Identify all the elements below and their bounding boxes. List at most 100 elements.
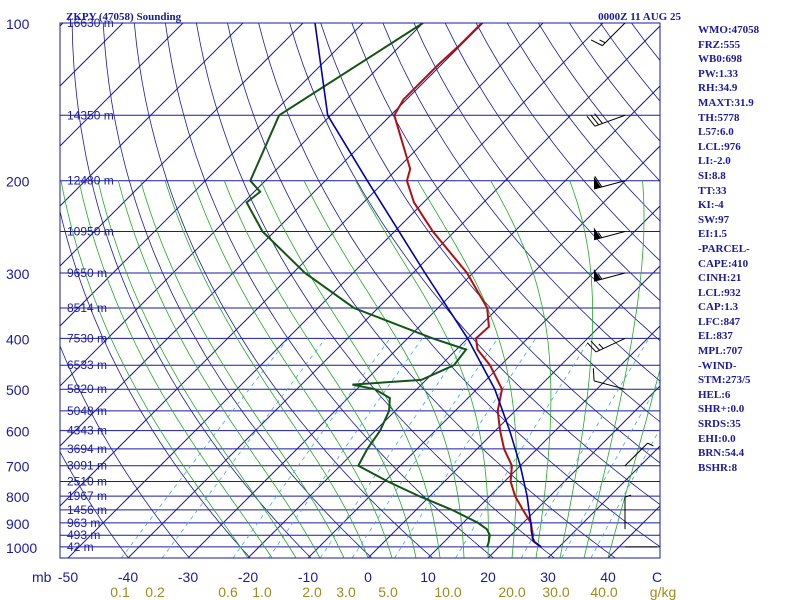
mixing-ratio-line — [455, 338, 591, 558]
moist-adiabat — [607, 368, 660, 558]
temperature-tick-label: -50 — [58, 569, 78, 585]
height-label: 42 m — [67, 540, 94, 554]
index-line: -WIND- — [698, 359, 737, 372]
wind-barb — [592, 368, 626, 390]
isotherm-line — [60, 23, 64, 27]
mixing-ratio-tick-label: 5.0 — [378, 584, 398, 600]
pressure-tick-label: 300 — [6, 266, 30, 282]
isotherm-line — [487, 385, 660, 558]
index-line: L57:6.0 — [698, 126, 734, 139]
mixing-ratio-line — [520, 338, 650, 558]
index-line: SW:97 — [698, 213, 730, 226]
mixing-ratio-tick-label: 1.0 — [252, 584, 272, 600]
index-line: RH:34.9 — [698, 82, 738, 95]
mixing-ratio-line — [394, 338, 537, 558]
mixing-ratio-line — [319, 338, 470, 558]
moist-adiabat — [97, 180, 297, 558]
temperature-tick-label: 20 — [480, 569, 496, 585]
pressure-tick-label: 800 — [6, 489, 30, 505]
moist-adiabat — [164, 180, 369, 558]
index-line: WMO:47058 — [698, 24, 760, 36]
height-label: 1967 m — [67, 489, 107, 503]
isotherm-line — [187, 85, 660, 558]
dry-adiabat — [320, 23, 660, 464]
index-line: LFC:847 — [698, 315, 741, 328]
index-line: -PARCEL- — [698, 242, 750, 255]
moist-adiabat — [583, 180, 645, 558]
height-label: 2510 m — [67, 474, 107, 488]
index-line: CAPE:410 — [698, 257, 749, 270]
index-line: EHI:0.0 — [698, 432, 736, 445]
isotherm-line — [427, 325, 660, 558]
wind-barb — [624, 494, 632, 530]
index-line: MAXT:31.9 — [698, 96, 754, 109]
pressure-tick-label: 600 — [6, 424, 30, 440]
index-line: LCL:976 — [698, 140, 741, 153]
temperature-tick-label: -30 — [178, 569, 198, 585]
index-line: BRN:54.4 — [698, 447, 745, 460]
wind-barb — [590, 22, 626, 47]
index-line: CINH:21 — [698, 272, 742, 285]
isotherm-line — [60, 23, 544, 507]
wind-barb — [586, 337, 626, 353]
isotherm-line — [60, 23, 304, 267]
temperature-tick-label: -20 — [238, 569, 258, 585]
temperature-tick-label: -10 — [298, 569, 318, 585]
isotherm-line — [247, 145, 660, 558]
moist-adiabat — [490, 180, 552, 558]
pressure-tick-label: 900 — [6, 516, 30, 532]
temperature-curve — [393, 23, 542, 548]
pressure-unit-label: mb — [32, 569, 52, 585]
diagram-grid — [60, 23, 660, 558]
dry-adiabat — [133, 23, 433, 558]
temperature-tick-label: 30 — [540, 569, 556, 585]
dry-adiabat — [60, 451, 129, 558]
wind-barb — [593, 268, 626, 282]
index-line: SRDS:35 — [698, 418, 741, 431]
dry-adiabat — [382, 23, 660, 382]
isotherm-line — [67, 23, 604, 558]
height-label: 8514 m — [67, 301, 107, 315]
dry-adiabat — [475, 23, 660, 262]
isotherm-line — [60, 23, 244, 207]
wind-barb — [624, 442, 654, 467]
height-label: 14350 m — [67, 108, 114, 122]
moist-adiabat — [355, 180, 489, 558]
isotherm-line — [60, 23, 364, 327]
index-line: HEL:6 — [698, 388, 731, 401]
profile-curves — [245, 23, 542, 548]
pressure-tick-label: 200 — [6, 174, 30, 190]
dry-adiabat — [413, 23, 660, 342]
height-label: 3091 m — [67, 459, 107, 473]
moist-adiabat — [223, 180, 417, 558]
index-line: BSHR:8 — [698, 461, 738, 474]
pressure-tick-label: 700 — [6, 459, 30, 475]
mixing-ratio-tick-label: 30.0 — [542, 584, 569, 600]
mixing-ratio-line — [268, 338, 423, 558]
mixing-ratio-tick-label: 10.0 — [434, 584, 461, 600]
dry-adiabat — [60, 209, 251, 558]
height-label: 493 m — [67, 528, 100, 542]
parcel-curve — [314, 23, 542, 548]
index-line: KI:-4 — [698, 199, 724, 212]
wind-barb — [593, 227, 626, 241]
pressure-tick-label: 500 — [6, 382, 30, 398]
height-label: 1456 m — [67, 503, 107, 517]
index-line: WB0:698 — [698, 53, 742, 66]
dry-adiabat — [289, 23, 660, 506]
dry-adiabat — [196, 23, 555, 558]
wind-barbs — [586, 22, 657, 548]
temperature-tick-label: -40 — [118, 569, 138, 585]
height-label: 7530 m — [67, 331, 107, 345]
height-label: 12480 m — [67, 174, 114, 188]
index-line: STM:273/5 — [698, 374, 751, 387]
stability-indices-panel: WMO:47058 FRZ:555 WB0:698 PW:1.33 RH:34.9 MAX… — [698, 23, 800, 475]
mixing-ratio-tick-label: 20.0 — [498, 584, 525, 600]
temperature-tick-label: 0 — [364, 569, 372, 585]
mixing-ratio-tick-label: 2.0 — [302, 584, 322, 600]
mixing-ratio-tick-label: 40.0 — [590, 584, 617, 600]
temperature-unit-label: C — [652, 569, 662, 585]
dry-adiabat — [258, 23, 660, 548]
height-label: 10950 m — [67, 224, 114, 238]
